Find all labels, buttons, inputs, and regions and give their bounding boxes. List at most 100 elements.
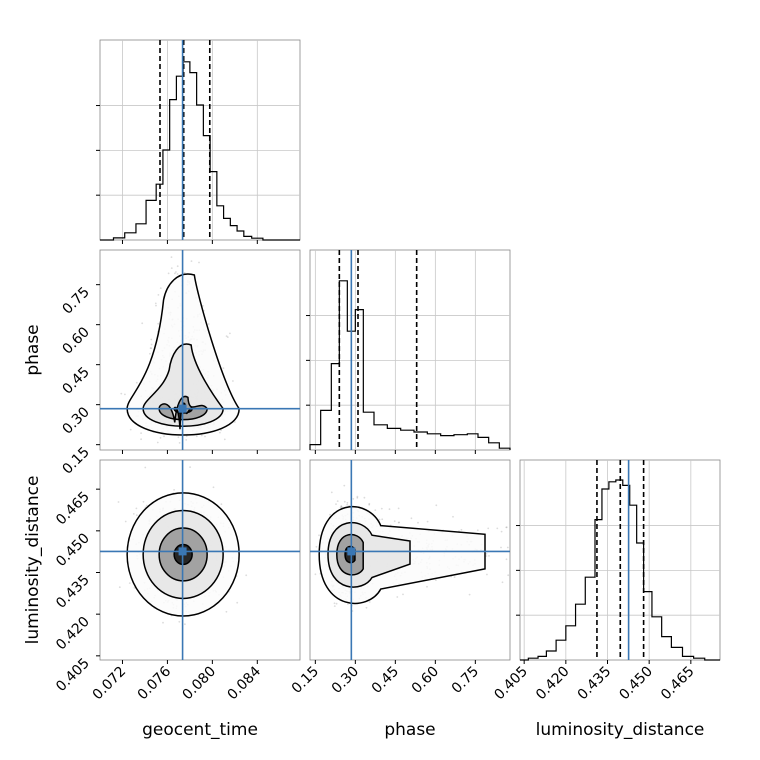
sample-point [204,435,206,438]
sample-point [195,435,198,438]
sample-point [346,501,349,504]
sample-point [488,555,490,557]
sample-point [410,517,413,520]
sample-point [381,518,384,521]
sample-point [352,498,355,500]
sample-point [157,322,160,325]
sample-point [500,530,503,533]
sample-point [156,441,159,444]
truth-marker [347,547,356,556]
sample-point [541,554,543,556]
sample-point [175,271,177,273]
sample-point [187,247,189,249]
sample-point [540,557,542,559]
sample-point [330,491,333,494]
sample-point [176,265,179,268]
sample-point [135,507,138,510]
sample-point [173,489,176,491]
sample-point [318,534,320,537]
sample-point [154,302,157,305]
sample-point [229,332,231,335]
sample-point [340,506,343,509]
sample-point [178,620,181,623]
sample-point [142,500,145,503]
y-tick-label-luminosity_distance-0: 0.405 [53,655,93,695]
y-tick-label-luminosity_distance-3: 0.450 [53,530,93,570]
sample-point [476,529,479,532]
sample-point [120,392,123,395]
sample-point [402,593,404,596]
sample-point [157,294,160,296]
sample-point [329,513,331,516]
sample-point [234,421,236,423]
scatter-panel-geocent_time-vs-phase [96,247,301,454]
sample-point [149,352,151,355]
sample-point [336,500,339,502]
sample-point [185,439,188,441]
sample-point [333,605,336,607]
sample-point [343,484,346,487]
sample-point [149,347,152,349]
sample-point [128,582,131,584]
sample-point [496,527,499,530]
sample-point [335,602,338,605]
sample-point [536,585,538,587]
histogram-panel-luminosity_distance [516,459,721,664]
x-tick-label-luminosity_distance-2: 0.435 [575,664,615,704]
y-tick-label-luminosity_distance-1: 0.420 [53,614,93,654]
sample-point [245,574,248,577]
sample-point [177,436,180,439]
sample-point [202,304,204,307]
y-tick-label-phase-3: 0.60 [59,324,92,357]
sample-point [159,437,162,439]
sample-point [198,261,200,264]
sample-point [185,435,188,438]
x-tick-label-phase-1: 0.30 [329,664,362,697]
xlabel-geocent_time: geocent_time [142,720,258,740]
sample-point [501,581,504,584]
histogram-panel-geocent_time [96,39,301,244]
x-tick-label-geocent_time-1: 0.076 [135,663,175,703]
sample-point [183,272,186,274]
sample-point [356,497,359,499]
sample-point [485,552,488,555]
sample-point [124,520,127,523]
sample-point [118,586,121,589]
sample-point [190,260,193,262]
x-tick-label-geocent_time-2: 0.080 [180,664,220,704]
x-tick-label-phase-3: 0.60 [409,664,442,697]
sample-point [468,593,471,596]
sample-point [236,601,239,604]
histogram-panel-phase [306,249,511,454]
sample-point [363,496,366,499]
sample-point [178,442,181,444]
sample-point [485,555,488,557]
sample-point [426,585,428,588]
sample-point [132,513,135,515]
x-tick-label-phase-4: 0.75 [449,664,482,697]
sample-point [396,596,399,598]
sample-point [506,546,509,549]
sample-point [223,438,226,441]
sample-point [220,429,222,432]
sample-point [174,272,176,275]
sample-point [340,505,343,508]
x-tick-label-geocent_time-3: 0.084 [224,663,264,703]
sample-point [505,558,508,561]
sample-point [397,521,400,524]
sample-point [314,573,317,576]
sample-point [124,393,126,396]
sample-point [507,574,510,577]
sample-point [333,602,336,605]
sample-point [150,338,153,341]
sample-point [170,256,173,258]
sample-point [356,495,359,498]
sample-point [339,506,342,509]
x-tick-label-luminosity_distance-4: 0.465 [658,664,698,704]
sample-point [225,610,228,613]
sample-point [453,576,456,578]
sample-point [184,623,186,626]
y-tick-label-phase-2: 0.45 [59,364,92,397]
ylabel-phase: phase [23,324,43,375]
